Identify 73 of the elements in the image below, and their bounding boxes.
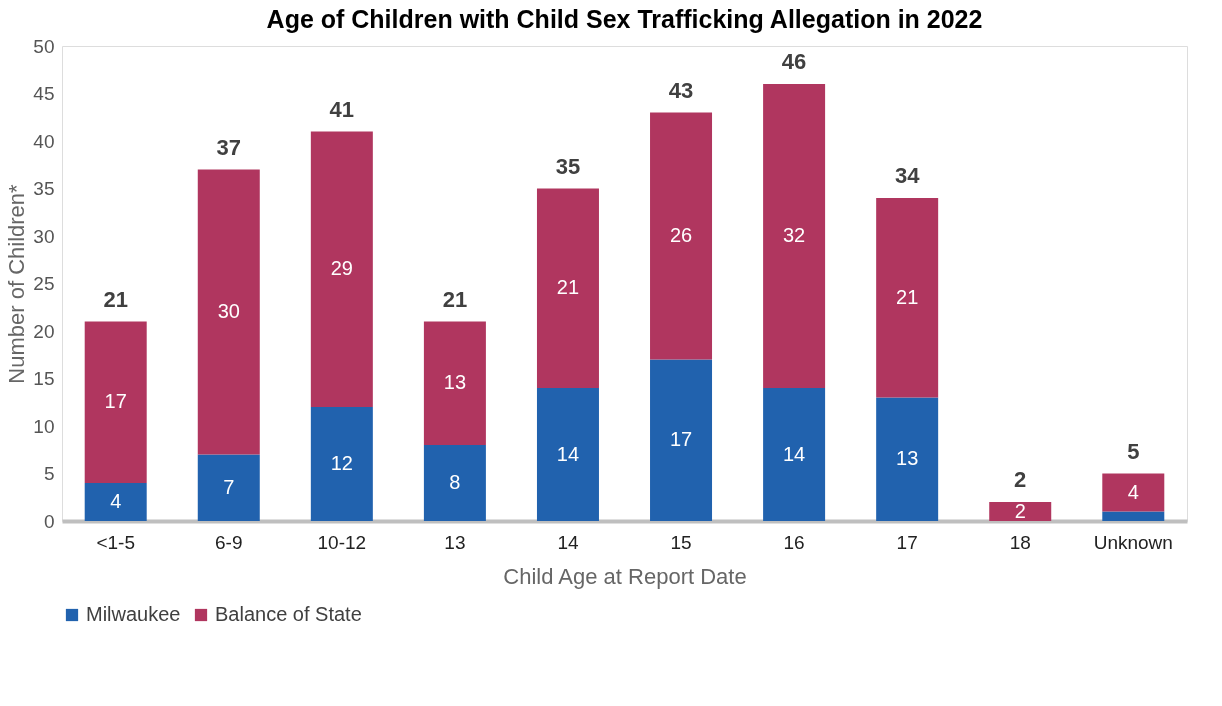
bar bbox=[84, 483, 147, 521]
y-tick-label: 45 bbox=[33, 83, 55, 104]
total-label: 43 bbox=[668, 77, 694, 103]
bar bbox=[989, 502, 1052, 521]
bar bbox=[763, 388, 826, 521]
bar bbox=[876, 198, 939, 398]
bar bbox=[650, 112, 713, 360]
bar bbox=[536, 188, 599, 388]
total-label: 21 bbox=[442, 286, 468, 312]
total-label: 5 bbox=[1127, 438, 1140, 464]
bar bbox=[310, 131, 373, 407]
x-tick-label: <1-5 bbox=[96, 531, 135, 553]
total-label: 41 bbox=[329, 96, 355, 122]
data-label: 17 bbox=[104, 390, 127, 413]
chart-title: Age of Children with Child Sex Trafficking Allegation in 2022 bbox=[266, 5, 983, 33]
data-label: 32 bbox=[782, 224, 806, 246]
bar bbox=[876, 397, 939, 521]
bar bbox=[310, 407, 373, 521]
data-label: 30 bbox=[217, 300, 240, 322]
bar bbox=[536, 388, 599, 521]
data-label: 17 bbox=[669, 428, 693, 451]
x-tick-label: Unknown bbox=[1093, 531, 1173, 553]
x-tick-label: 10-12 bbox=[317, 531, 367, 553]
bar bbox=[1102, 473, 1165, 512]
data-label: 21 bbox=[896, 285, 919, 308]
bar bbox=[84, 321, 147, 483]
x-tick-label: 13 bbox=[444, 531, 466, 553]
data-label: 2 bbox=[1014, 499, 1026, 522]
y-tick-label: 40 bbox=[33, 130, 55, 152]
legend-label: Milwaukee bbox=[86, 603, 181, 625]
y-tick-label: 15 bbox=[33, 368, 55, 389]
total-label: 35 bbox=[555, 153, 581, 179]
data-label: 21 bbox=[556, 276, 580, 299]
x-tick-label: 18 bbox=[1009, 531, 1031, 553]
data-label: 13 bbox=[896, 447, 919, 470]
y-tick-label: 0 bbox=[43, 510, 55, 532]
data-label: 4 bbox=[1127, 480, 1139, 503]
y-axis-title: Number of Children* bbox=[4, 183, 30, 384]
total-label: 34 bbox=[894, 163, 921, 188]
y-tick-label: 30 bbox=[33, 225, 55, 247]
x-tick-label: 15 bbox=[670, 531, 692, 553]
data-label: 13 bbox=[443, 371, 467, 394]
data-label: 26 bbox=[669, 224, 693, 246]
bar bbox=[197, 169, 260, 455]
data-label: 14 bbox=[556, 442, 580, 465]
x-tick-label: 14 bbox=[557, 531, 579, 553]
x-tick-label: 6-9 bbox=[215, 531, 243, 553]
bar bbox=[763, 84, 826, 388]
total-label: 2 bbox=[1014, 467, 1027, 492]
y-tick-label: 50 bbox=[33, 35, 55, 57]
y-tick-label: 25 bbox=[33, 273, 55, 294]
x-tick-label: 16 bbox=[783, 531, 805, 553]
x-tick-label: 17 bbox=[896, 531, 918, 553]
legend-label: Balance of State bbox=[215, 603, 362, 625]
bar bbox=[423, 445, 486, 521]
total-label: 21 bbox=[103, 286, 128, 312]
x-axis-title: Child Age at Report Date bbox=[503, 563, 747, 589]
y-tick-label: 10 bbox=[33, 415, 55, 437]
bar bbox=[423, 321, 486, 445]
total-label: 46 bbox=[781, 49, 807, 74]
data-label: 29 bbox=[330, 257, 353, 280]
data-label: 12 bbox=[330, 452, 353, 474]
bar bbox=[650, 359, 713, 521]
y-tick-label: 20 bbox=[33, 320, 55, 342]
data-label: 4 bbox=[110, 490, 122, 512]
data-label: 7 bbox=[223, 475, 235, 498]
data-label: 8 bbox=[449, 471, 461, 493]
total-label: 37 bbox=[216, 134, 242, 160]
data-label: 14 bbox=[782, 442, 806, 465]
bar bbox=[1102, 511, 1165, 521]
y-tick-label: 5 bbox=[43, 463, 55, 484]
y-tick-label: 35 bbox=[33, 178, 55, 199]
bar bbox=[197, 454, 260, 521]
